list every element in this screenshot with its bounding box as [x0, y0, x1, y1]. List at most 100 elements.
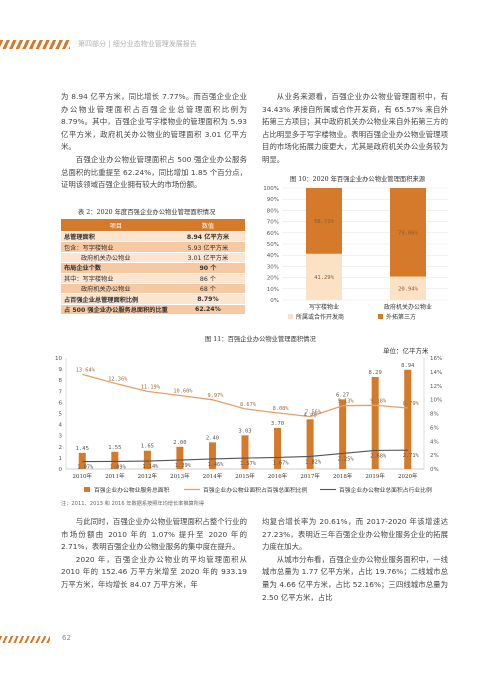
bar-segment	[306, 188, 342, 254]
series-line-industry-share	[82, 449, 408, 463]
bottom-right-paragraph-1: 均复合增长率为 20.61%，而 2017-2020 年该增速达 27.23%，…	[262, 517, 448, 552]
line-point-label: 9.13%	[338, 399, 355, 405]
bar	[176, 446, 184, 469]
header-decoration	[0, 40, 70, 49]
line-point-label: 1.67%	[273, 460, 290, 466]
x-tick-label: 2012年	[138, 472, 158, 480]
line-point-label: 2.25%	[338, 456, 355, 462]
y-left-tick-label: 5	[59, 412, 63, 418]
y-tick-label: 70%	[267, 220, 279, 226]
figure-note: 注：2011、2013 和 2016 年数据系按照年均增长率推算所得	[61, 501, 205, 507]
y-left-tick-label: 6	[59, 400, 63, 406]
x-tick-label: 政府机关办公物业	[384, 303, 432, 311]
table-cell-value: 62.24%	[170, 304, 245, 316]
line-point-label: 9.18%	[370, 398, 387, 404]
x-tick-label: 2018年	[333, 472, 353, 480]
data-label: 41.29%	[314, 275, 335, 281]
bar	[306, 419, 314, 469]
bar-value-label: 3.03	[238, 428, 251, 434]
x-tick-label: 2010年	[73, 472, 93, 480]
line-point-label: 1.57%	[240, 461, 257, 467]
y-left-tick-label: 2	[59, 445, 63, 451]
table-cell-label: 占百强企业总管理面积比例	[61, 293, 171, 305]
line-point-label: 9.97%	[207, 393, 224, 399]
table-cell-value: 8.94 亿平方米	[170, 231, 245, 243]
table-cell-value: 5.93 亿平方米	[170, 241, 245, 253]
figure-11-chart: 0 1 2 3 4 5 6 7 8 9 10 0% 2% 4% 6% 8% 10% 12% 14% 16% 1.45 20…	[55, 356, 442, 494]
y-right-tick-label: 12%	[430, 384, 442, 390]
bar-value-label: 8.94	[401, 363, 415, 369]
y-right-tick-label: 16%	[430, 356, 442, 362]
bar	[274, 427, 282, 469]
table-row: 布局企业个数 90 个	[61, 262, 245, 274]
line-point-label: 2.71%	[403, 453, 420, 459]
line-point-label: 1.82%	[305, 459, 322, 465]
bar	[78, 452, 86, 469]
figure-10-caption: 图 10：2020 年百强企业办公物业管理面积来源	[290, 176, 426, 183]
y-right-tick-label: 2%	[430, 453, 439, 459]
table-row: 占百强企业总管理面积比例 8.79%	[61, 293, 245, 305]
y-left-tick-label: 1	[59, 456, 63, 462]
bottom-right-text: 均复合增长率为 20.61%，而 2017-2020 年该增速达 27.23%，…	[262, 516, 448, 604]
y-left-tick-label: 4	[59, 423, 63, 429]
y-tick-label: 60%	[267, 231, 279, 237]
table-cell-label: 其中：写字楼物业	[61, 273, 171, 284]
area-table: 项目 数值 总管理面积 8.94 亿平方米 包含：写字楼物业 5.93 亿平方米 政府机…	[61, 219, 245, 316]
table-header-item: 项目	[61, 219, 171, 232]
bar	[208, 442, 216, 469]
line-point-label: 7.56%	[305, 410, 322, 416]
y-left-tick-label: 7	[59, 389, 63, 395]
y-right-tick-label: 8%	[430, 412, 439, 418]
x-tick-label: 2014年	[203, 472, 223, 480]
data-label: 58.71%	[314, 219, 335, 225]
page-number: 62	[62, 634, 71, 642]
line-point-label: 1.07%	[77, 465, 94, 471]
line-point-label: 12.36%	[108, 376, 128, 382]
bar-value-label: 8.29	[369, 370, 382, 376]
y-right-tick-label: 6%	[430, 425, 439, 431]
left-text-block: 为 8.94 亿平方米，同比增长 7.77%。而百强企业企业办公物业管理面积占百…	[61, 91, 247, 192]
y-left-tick-label: 8	[59, 378, 63, 384]
y-tick-label: 10%	[267, 287, 279, 293]
line-point-label: 1.46%	[207, 462, 224, 468]
table-cell-label: 总管理面积	[61, 231, 171, 243]
x-tick-label: 2019年	[365, 472, 385, 480]
left-paragraph-2: 百强企业办公物业管理面积占 500 强企业办公服务总面积的比重提至 62.24%…	[61, 154, 247, 190]
y-right-tick-label: 14%	[430, 370, 442, 376]
running-header: 第四部分 | 细分业态物业管理发展报告	[78, 40, 197, 48]
bottom-right-paragraph-2: 从城市分布看，百强企业办公物业服务面积中，一线城市总量为 1.77 亿平方米，占…	[262, 554, 448, 602]
line-point-label: 10.60%	[173, 388, 193, 394]
line-point-label: 8.79%	[403, 401, 420, 407]
table-cell-value: 68 个	[170, 283, 245, 295]
table-cell-label: 政府机关办公物业	[61, 252, 171, 264]
line-point-label: 1.14%	[142, 464, 159, 470]
table-cell-label: 布局企业个数	[61, 262, 171, 274]
x-tick-label: 2017年	[300, 472, 320, 480]
data-label: 79.06%	[398, 230, 419, 236]
y-tick-label: 20%	[267, 276, 279, 282]
line-point-label: 1.29%	[175, 463, 192, 469]
y-right-tick-label: 10%	[430, 398, 442, 404]
left-paragraph-1: 为 8.94 亿平方米，同比增长 7.77%。而百强企业企业办公物业管理面积占百…	[61, 92, 247, 152]
legend-label: 百强企业办公物业面积占百强总面积比例	[203, 486, 308, 494]
bar-segment	[390, 188, 426, 277]
figure-11-caption: 图 11：百强企业办公物业管理面积情况	[205, 336, 316, 343]
bar	[404, 369, 412, 469]
bar-value-label: 6.27	[336, 392, 349, 398]
bar-segment	[390, 276, 426, 300]
x-tick-label: 2016年	[268, 472, 288, 480]
right-text-block: 从业务来源看，百强企业办公物业管理面积中，有 34.43% 承接自所属或合作开发…	[262, 91, 448, 167]
y-tick-label: 100%	[263, 186, 279, 192]
table-caption: 表 2：2020 年度百强企业办公物业管理面积情况	[78, 209, 216, 216]
table-cell-label: 占 500 强企业办公服务总面积的比重	[61, 304, 171, 316]
bar-value-label: 1.45	[76, 446, 89, 452]
bottom-left-paragraph-2: 2020 年，百强企业办公物业的平均管理面积从 2010 年的 152.46 万…	[61, 554, 247, 589]
y-tick-label: 90%	[267, 197, 279, 203]
bar	[371, 376, 379, 469]
y-tick-label: 30%	[267, 264, 279, 270]
bottom-left-paragraph-1: 与此同时，百强企业办公物业管理面积占整个行业的市场份额由 2010 年的 1.0…	[61, 517, 247, 552]
series-line-top100-share	[82, 373, 408, 418]
line-point-label: 1.09%	[110, 464, 127, 470]
x-tick-label: 2013年	[170, 472, 190, 480]
table-row: 政府机关办公物业 68 个	[61, 283, 245, 295]
